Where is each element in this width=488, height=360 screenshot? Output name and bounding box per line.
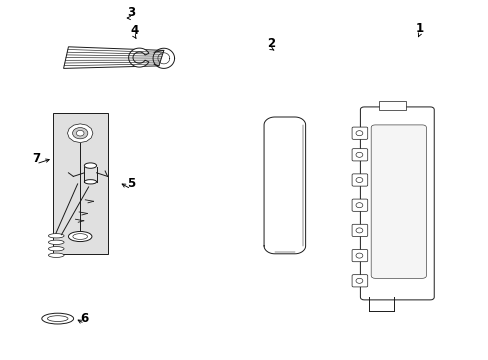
Ellipse shape [48,247,64,251]
Bar [53,113,107,254]
Circle shape [355,228,362,233]
Circle shape [355,203,362,208]
FancyBboxPatch shape [351,199,367,211]
Ellipse shape [68,231,92,242]
FancyBboxPatch shape [351,127,367,139]
Text: 5: 5 [127,177,135,190]
Circle shape [72,127,88,139]
FancyBboxPatch shape [360,107,433,300]
Text: 7: 7 [32,152,40,165]
FancyBboxPatch shape [351,174,367,186]
Bar [378,101,405,110]
Circle shape [355,177,362,183]
Circle shape [355,253,362,258]
Ellipse shape [47,316,68,321]
Circle shape [355,152,362,157]
Text: 3: 3 [127,6,135,19]
Ellipse shape [84,163,96,168]
Ellipse shape [48,253,64,257]
Ellipse shape [41,313,73,324]
Ellipse shape [73,234,87,239]
FancyBboxPatch shape [351,224,367,237]
FancyBboxPatch shape [370,125,426,278]
Text: 2: 2 [267,37,275,50]
Ellipse shape [48,240,64,244]
Ellipse shape [84,180,96,184]
Circle shape [76,130,84,136]
Text: 4: 4 [130,24,138,37]
FancyBboxPatch shape [351,149,367,161]
Circle shape [355,131,362,136]
FancyBboxPatch shape [351,275,367,287]
Polygon shape [67,124,93,143]
Ellipse shape [48,234,64,238]
Text: 6: 6 [81,312,88,325]
FancyBboxPatch shape [351,249,367,262]
Text: 1: 1 [415,22,423,35]
Polygon shape [128,48,149,67]
Circle shape [355,278,362,283]
